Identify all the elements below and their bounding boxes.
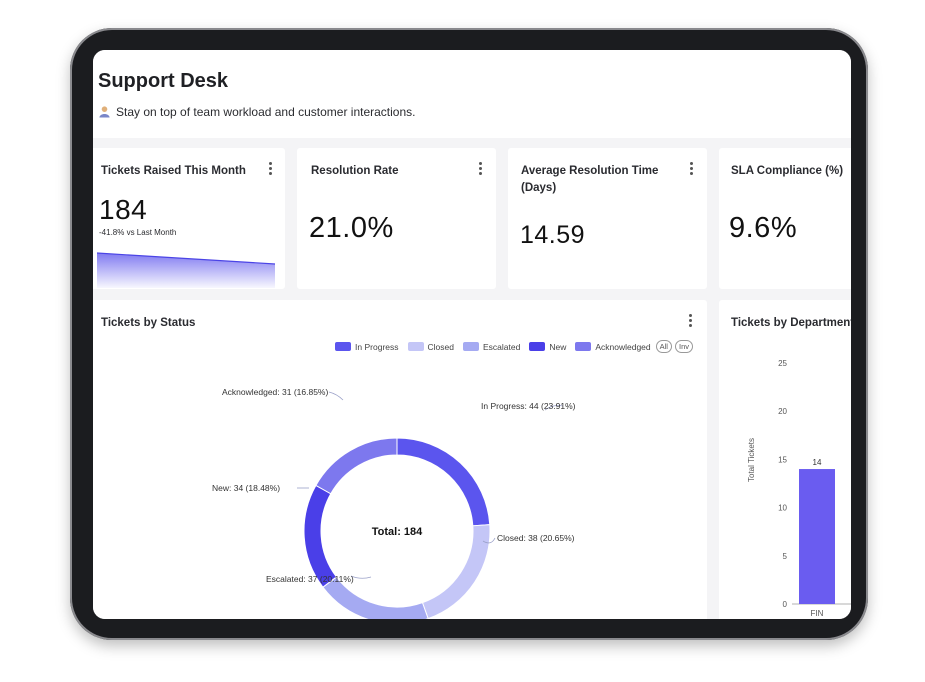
slice-label-new: New: 34 (18.48%) [212,483,281,493]
kpi-card-resolution-rate: Resolution Rate 21.0% [297,148,496,289]
slice-label-closed: Closed: 38 (20.65%) [497,533,575,543]
y-tick-label: 5 [783,552,788,561]
kpi-title: Tickets Raised This Month [101,165,246,177]
slice-acknowledged[interactable] [315,437,398,495]
legend-item-acknowledged[interactable]: Acknowledged [575,342,651,352]
legend-item-in-progress[interactable]: In Progress [335,342,399,352]
kpi-title: Resolution Rate [311,165,399,177]
page-subtitle-text: Stay on top of team workload and custome… [116,105,416,119]
slice-label-in-progress: In Progress: 44 (23.91%) [481,401,576,411]
kebab-menu-icon[interactable] [269,162,273,176]
leader-line-closed [482,537,496,544]
kpi-card-avg-resolution-time: Average Resolution Time (Days) 14.59 [508,148,707,289]
department-chart-card: Tickets by Department Total Tickets 25 20… [719,300,851,619]
x-tick-label: FIN [811,609,824,618]
bar-fin[interactable] [799,469,835,604]
page-header: Support Desk Stay on top of team workloa… [93,50,851,138]
page-subtitle: Stay on top of team workload and custome… [98,105,416,119]
y-tick-label: 10 [778,504,787,513]
legend-invert-toggle[interactable]: Inv [674,340,693,353]
leader-line-acknowledged [328,391,344,401]
page-title: Support Desk [98,70,229,92]
kpi-card-sla-compliance: SLA Compliance (%) 9.6% [719,148,851,289]
person-emoji-icon [99,106,110,118]
leader-line-escalated [350,575,372,579]
status-chart-card: Tickets by Status In Progress Closed Esc… [93,300,707,619]
slice-new[interactable] [303,484,338,588]
dashboard-screen: Support Desk Stay on top of team workloa… [93,50,851,619]
kpi-title: Average Resolution Time (Days) [521,163,658,197]
chart-title: Tickets by Status [101,317,196,329]
kpi-value: 9.6% [729,212,798,244]
kpi-title-line2: (Days) [521,182,557,194]
leader-line-in-progress [544,405,564,411]
kpi-title: SLA Compliance (%) [731,165,844,177]
y-tick-label: 0 [783,600,788,609]
kpi-value: 14.59 [520,221,586,249]
slice-closed[interactable] [421,524,491,619]
legend-item-new[interactable]: New [529,342,566,352]
y-tick-label: 20 [778,407,787,416]
donut-center-label: Total: 184 [372,526,423,538]
trend-sparkline [97,252,276,288]
kpi-card-tickets-raised: Tickets Raised This Month 184 -41.8% vs … [93,148,285,289]
legend-item-escalated[interactable]: Escalated [462,342,520,352]
slice-label-acknowledged: Acknowledged: 31 (16.85%) [222,387,329,397]
status-donut-chart: Total: 184 [297,391,564,619]
chart-legend: In Progress Closed Escalated New Acknowl… [326,340,693,353]
kpi-delta: -41.8% vs Last Month [99,228,177,237]
kpi-value: 184 [99,194,148,225]
chart-title: Tickets by Department [731,317,851,329]
y-tick-label: 15 [778,455,787,464]
kpi-title-line1: Average Resolution Time [521,165,659,177]
kebab-menu-icon[interactable] [479,162,483,176]
department-bar-chart: Total Tickets 25 20 15 10 5 0 14 FIN [747,359,851,618]
slice-label-escalated: Escalated: 37 (20.11%) [266,574,354,584]
y-tick-label: 25 [778,359,787,368]
legend-item-closed[interactable]: Closed [407,342,454,352]
kpi-value: 21.0% [309,212,394,244]
y-axis-label: Total Tickets [747,438,756,482]
slice-in-progress[interactable] [396,437,491,527]
bar-value-label: 14 [813,458,822,467]
legend-all-toggle[interactable]: All [655,340,672,353]
kebab-menu-icon[interactable] [689,314,693,328]
kebab-menu-icon[interactable] [690,162,694,176]
